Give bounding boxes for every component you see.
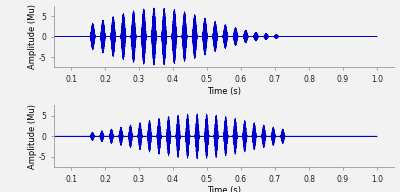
X-axis label: Time (s): Time (s)	[207, 186, 241, 192]
Y-axis label: Amplitude (Mu): Amplitude (Mu)	[28, 104, 37, 169]
Y-axis label: Amplitude (Mu): Amplitude (Mu)	[28, 4, 37, 69]
X-axis label: Time (s): Time (s)	[207, 87, 241, 96]
